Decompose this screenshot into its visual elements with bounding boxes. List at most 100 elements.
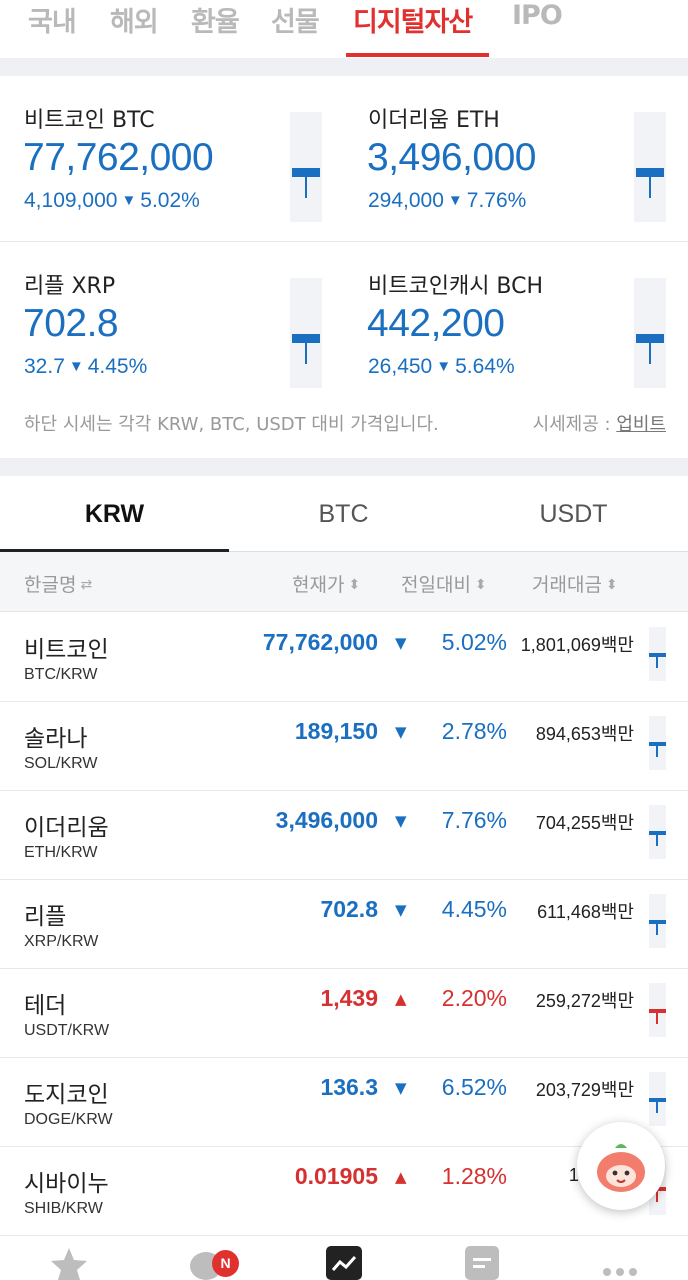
card-coin-name: 이더리움 ETH xyxy=(368,108,500,133)
table-header: 한글명 ⇄ 현재가 ⬍ 전일대비 ⬍ 거래대금 ⬍ xyxy=(0,552,688,612)
down-triangle-icon: ▼ xyxy=(395,723,407,741)
tab-digital-assets[interactable]: 디지털자산 xyxy=(353,7,473,38)
coin-price: 1,439 xyxy=(320,985,378,1011)
coin-name: 리플 xyxy=(24,904,67,930)
coin-price: 702.8 xyxy=(320,896,378,922)
card-price: 442,200 xyxy=(367,302,505,345)
market-category-tabs: 국내 해외 환율 선물 디지털자산 IPO xyxy=(0,0,688,58)
card-change-amount: 294,000 xyxy=(368,189,444,212)
coin-pair: BTC/KRW xyxy=(24,666,98,683)
provider-link[interactable]: 업비트 xyxy=(616,414,666,435)
coin-volume: 894,653백만 xyxy=(535,724,634,744)
candle-chart-icon xyxy=(290,112,322,222)
nav-document-icon[interactable] xyxy=(465,1246,499,1280)
down-triangle-icon: ▼ xyxy=(68,358,84,375)
coin-row[interactable]: 솔라나 SOL/KRW 189,150 ▼ 2.78% 894,653백만 xyxy=(0,702,688,791)
coin-price: 3,496,000 xyxy=(275,807,378,833)
data-provider: 시세제공 : 업비트 xyxy=(533,410,666,436)
coin-change-pct: 4.45% xyxy=(441,896,507,922)
nav-more-icon[interactable] xyxy=(600,1246,640,1280)
tab-domestic[interactable]: 국내 xyxy=(28,7,77,38)
section-divider xyxy=(0,458,688,476)
nav-market-chart-icon[interactable] xyxy=(326,1246,362,1280)
tab-futures[interactable]: 선물 xyxy=(271,7,320,38)
candle-chart-icon xyxy=(290,278,322,388)
summary-card-bch[interactable]: 비트코인캐시 BCH 442,200 26,450 ▼ 5.64% xyxy=(344,242,688,408)
coin-pair: DOGE/KRW xyxy=(24,1111,113,1128)
coin-pair: SOL/KRW xyxy=(24,755,98,772)
col-name-label: 한글명 xyxy=(24,574,77,596)
down-triangle-icon: ▼ xyxy=(395,634,407,652)
mascot-chat-button[interactable] xyxy=(577,1122,665,1210)
price-basis-notice: 하단 시세는 각각 KRW, BTC, USDT 대비 가격입니다. xyxy=(24,414,439,435)
card-change-amount: 4,109,000 xyxy=(24,189,118,212)
card-change: 32.7 ▼ 4.45% xyxy=(24,355,147,379)
card-coin-name: 리플 XRP xyxy=(24,274,116,299)
coin-change-pct: 5.02% xyxy=(441,629,507,655)
card-price: 3,496,000 xyxy=(367,136,537,179)
coin-row[interactable]: 이더리움 ETH/KRW 3,496,000 ▼ 7.76% 704,255백만 xyxy=(0,791,688,880)
active-tab-indicator xyxy=(346,53,489,57)
sort-updown-icon: ⬍ xyxy=(348,577,361,593)
candle-chart-icon xyxy=(634,112,666,222)
coin-pair: ETH/KRW xyxy=(24,844,98,861)
col-change-label: 전일대비 xyxy=(401,574,471,596)
sort-by-volume[interactable]: 거래대금 ⬍ xyxy=(532,570,618,597)
coin-price: 136.3 xyxy=(320,1074,378,1100)
section-divider xyxy=(0,58,688,76)
coin-row[interactable]: 비트코인 BTC/KRW 77,762,000 ▼ 5.02% 1,801,069백만 xyxy=(0,613,688,702)
coin-volume: 611,468백만 xyxy=(537,902,634,922)
coin-price: 0.01905 xyxy=(294,1163,378,1189)
summary-card-eth[interactable]: 이더리움 ETH 3,496,000 294,000 ▼ 7.76% xyxy=(344,76,688,242)
card-coin-name: 비트코인캐시 BCH xyxy=(368,274,544,299)
tab-krw[interactable]: KRW xyxy=(84,500,145,528)
down-triangle-icon: ▼ xyxy=(395,812,407,830)
coin-volume: 1,801,069백만 xyxy=(520,635,634,655)
coin-row[interactable]: 리플 XRP/KRW 702.8 ▼ 4.45% 611,468백만 xyxy=(0,880,688,969)
summary-card-btc[interactable]: 비트코인 BTC 77,762,000 4,109,000 ▼ 5.02% xyxy=(0,76,344,242)
card-price: 77,762,000 xyxy=(23,136,214,179)
sort-by-change[interactable]: 전일대비 ⬍ xyxy=(401,570,487,597)
coin-row[interactable]: 테더 USDT/KRW 1,439 ▲ 2.20% 259,272백만 xyxy=(0,969,688,1058)
mascot-icon xyxy=(597,1144,645,1192)
down-triangle-icon: ▼ xyxy=(395,901,407,919)
coin-volume: 259,272백만 xyxy=(535,991,634,1011)
card-change-pct: 5.02% xyxy=(140,189,200,212)
card-change: 26,450 ▼ 5.64% xyxy=(368,355,515,379)
tab-exchange-rate[interactable]: 환율 xyxy=(191,7,240,38)
coin-pair: XRP/KRW xyxy=(24,933,99,950)
coin-price: 77,762,000 xyxy=(262,629,378,655)
coin-row[interactable]: 도지코인 DOGE/KRW 136.3 ▼ 6.52% 203,729백만 xyxy=(0,1058,688,1147)
tab-ipo[interactable]: IPO xyxy=(512,0,563,31)
tab-overseas[interactable]: 해외 xyxy=(110,7,159,38)
mini-candle-icon xyxy=(649,983,666,1037)
coin-name: 시바이누 xyxy=(24,1171,109,1197)
candle-chart-icon xyxy=(634,278,666,388)
card-change-pct: 4.45% xyxy=(87,355,148,378)
coin-change-pct: 6.52% xyxy=(441,1074,507,1100)
card-change-amount: 32.7 xyxy=(24,355,65,378)
tab-btc[interactable]: BTC xyxy=(318,500,369,528)
mini-candle-icon xyxy=(649,805,666,859)
mini-candle-icon xyxy=(649,716,666,770)
card-change: 294,000 ▼ 7.76% xyxy=(368,189,526,213)
tab-usdt[interactable]: USDT xyxy=(539,500,608,528)
card-change-amount: 26,450 xyxy=(368,355,433,378)
coin-name: 이더리움 xyxy=(24,815,109,841)
sort-by-name[interactable]: 한글명 ⇄ xyxy=(24,570,92,597)
down-triangle-icon: ▼ xyxy=(436,358,452,375)
card-divider xyxy=(0,241,688,242)
card-change-pct: 7.76% xyxy=(466,189,527,212)
coin-volume: 203,729백만 xyxy=(535,1080,634,1100)
bottom-navigation xyxy=(0,1238,688,1280)
card-coin-name: 비트코인 BTC xyxy=(24,108,155,133)
coin-change-pct: 1.28% xyxy=(441,1163,507,1189)
sort-by-price[interactable]: 현재가 ⬍ xyxy=(292,570,360,597)
down-triangle-icon: ▼ xyxy=(121,192,137,209)
mini-candle-icon xyxy=(649,1072,666,1126)
nav-favorites-star-icon[interactable] xyxy=(48,1246,90,1280)
summary-card-xrp[interactable]: 리플 XRP 702.8 32.7 ▼ 4.45% xyxy=(0,242,344,408)
provider-label: 시세제공 : xyxy=(532,414,617,435)
coin-name: 테더 xyxy=(24,993,67,1019)
coin-name: 비트코인 xyxy=(24,637,109,663)
